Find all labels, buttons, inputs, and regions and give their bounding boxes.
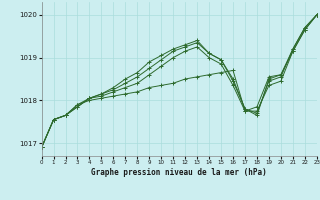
- X-axis label: Graphe pression niveau de la mer (hPa): Graphe pression niveau de la mer (hPa): [91, 168, 267, 177]
